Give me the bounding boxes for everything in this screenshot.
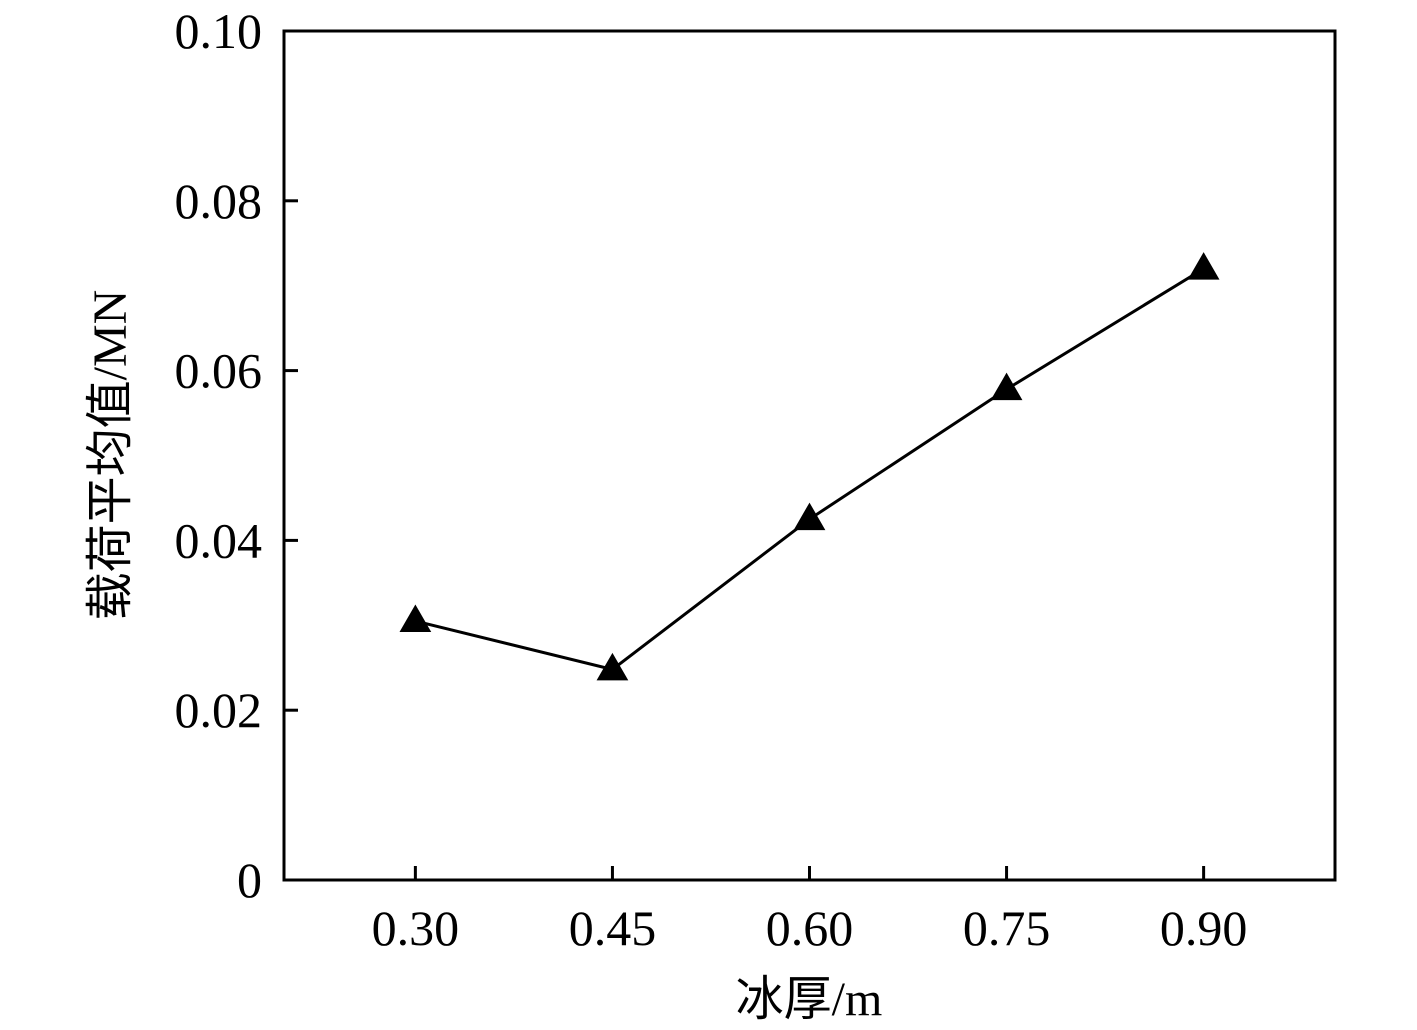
data-point-triangle	[1187, 252, 1220, 280]
y-tick-label: 0.10	[175, 3, 263, 59]
y-tick-label: 0.06	[175, 343, 263, 399]
x-tick-label: 0.45	[569, 900, 657, 956]
x-tick-label: 0.90	[1160, 900, 1248, 956]
data-point-triangle	[399, 604, 432, 632]
x-tick-label: 0.30	[372, 900, 460, 956]
x-axis-title: 冰厚/m	[736, 973, 883, 1026]
x-tick-label: 0.75	[963, 900, 1051, 956]
y-tick-label: 0.02	[175, 682, 263, 738]
data-point-triangle	[793, 502, 826, 531]
y-tick-label: 0	[237, 852, 262, 908]
y-tick-label: 0.04	[175, 512, 263, 568]
x-tick-label: 0.60	[766, 900, 854, 956]
series-layer	[399, 252, 1220, 681]
x-axis: 0.30 0.45 0.60 0.75 0.90	[372, 866, 1248, 956]
y-axis: 0 0.02 0.04 0.06 0.08 0.10	[175, 3, 298, 908]
data-point-triangle	[990, 372, 1023, 401]
series-line	[415, 267, 1205, 672]
y-tick-label: 0.08	[175, 173, 263, 229]
data-point-triangle	[596, 652, 629, 681]
plot-frame	[282, 29, 1337, 882]
y-axis-title: 载荷平均值/MN	[84, 290, 137, 621]
